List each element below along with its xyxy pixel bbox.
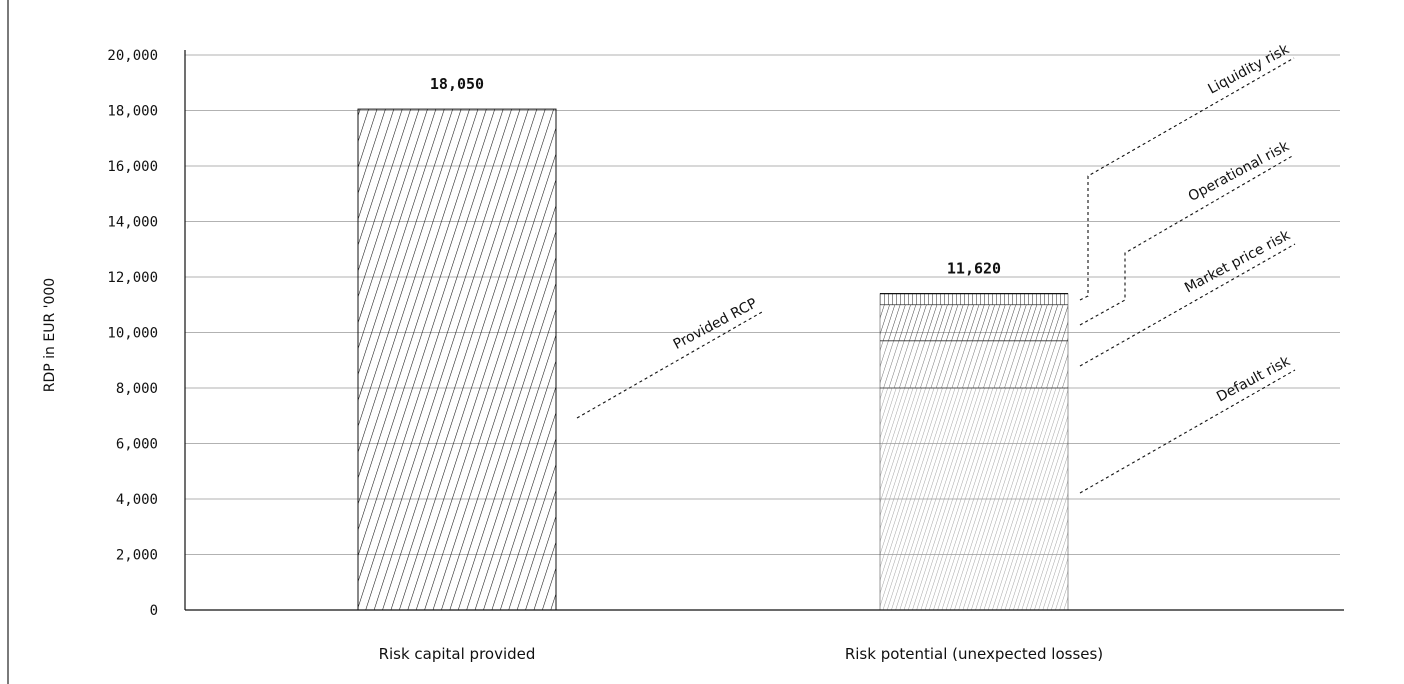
y-tick-label: 16,000: [107, 159, 158, 175]
callout-leader: [576, 311, 763, 419]
y-tick-label: 0: [150, 603, 158, 619]
y-tick-label: 10,000: [107, 326, 158, 342]
bar-segment: [357, 108, 557, 611]
bar-total-label: 18,050: [430, 75, 484, 93]
callout-leader: [1079, 154, 1295, 326]
callout-leader: [1079, 57, 1295, 301]
x-category-label: Risk potential (unexpected losses): [845, 645, 1103, 663]
y-tick-label: 20,000: [107, 48, 158, 64]
x-category-label: Risk capital provided: [379, 645, 536, 663]
y-axis-ticks: 0 2,000 4,000 6,000 8,000 10,000 12,000 14,000 1…: [107, 48, 158, 619]
callout-label: Default risk: [1214, 353, 1294, 405]
y-tick-label: 2,000: [116, 548, 158, 564]
callout-label: Provided RCP: [671, 295, 760, 353]
bar-total-label: 11,620: [947, 260, 1001, 278]
bars: 18,050 11,620: [357, 75, 1069, 611]
callout-leader: [1079, 369, 1296, 494]
y-tick-label: 14,000: [107, 215, 158, 231]
bar-segment: [880, 304, 1068, 341]
y-tick-label: 8,000: [116, 381, 158, 397]
callout-label: Operational risk: [1186, 138, 1293, 205]
y-axis-title: RDP in EUR '000: [42, 278, 58, 392]
y-tick-label: 12,000: [107, 270, 158, 286]
y-tick-label: 6,000: [116, 437, 158, 453]
callout-leader: [1079, 243, 1296, 367]
callout-label: Liquidity risk: [1205, 41, 1292, 98]
y-tick-label: 4,000: [116, 492, 158, 508]
callout-label: Market price risk: [1182, 227, 1294, 296]
bar-segment: [880, 388, 1068, 610]
x-axis-categories: Risk capital provided Risk potential (une…: [379, 645, 1104, 663]
bar-segment: [880, 340, 1068, 388]
y-tick-label: 18,000: [107, 104, 158, 120]
bar-segment: [880, 293, 1068, 305]
